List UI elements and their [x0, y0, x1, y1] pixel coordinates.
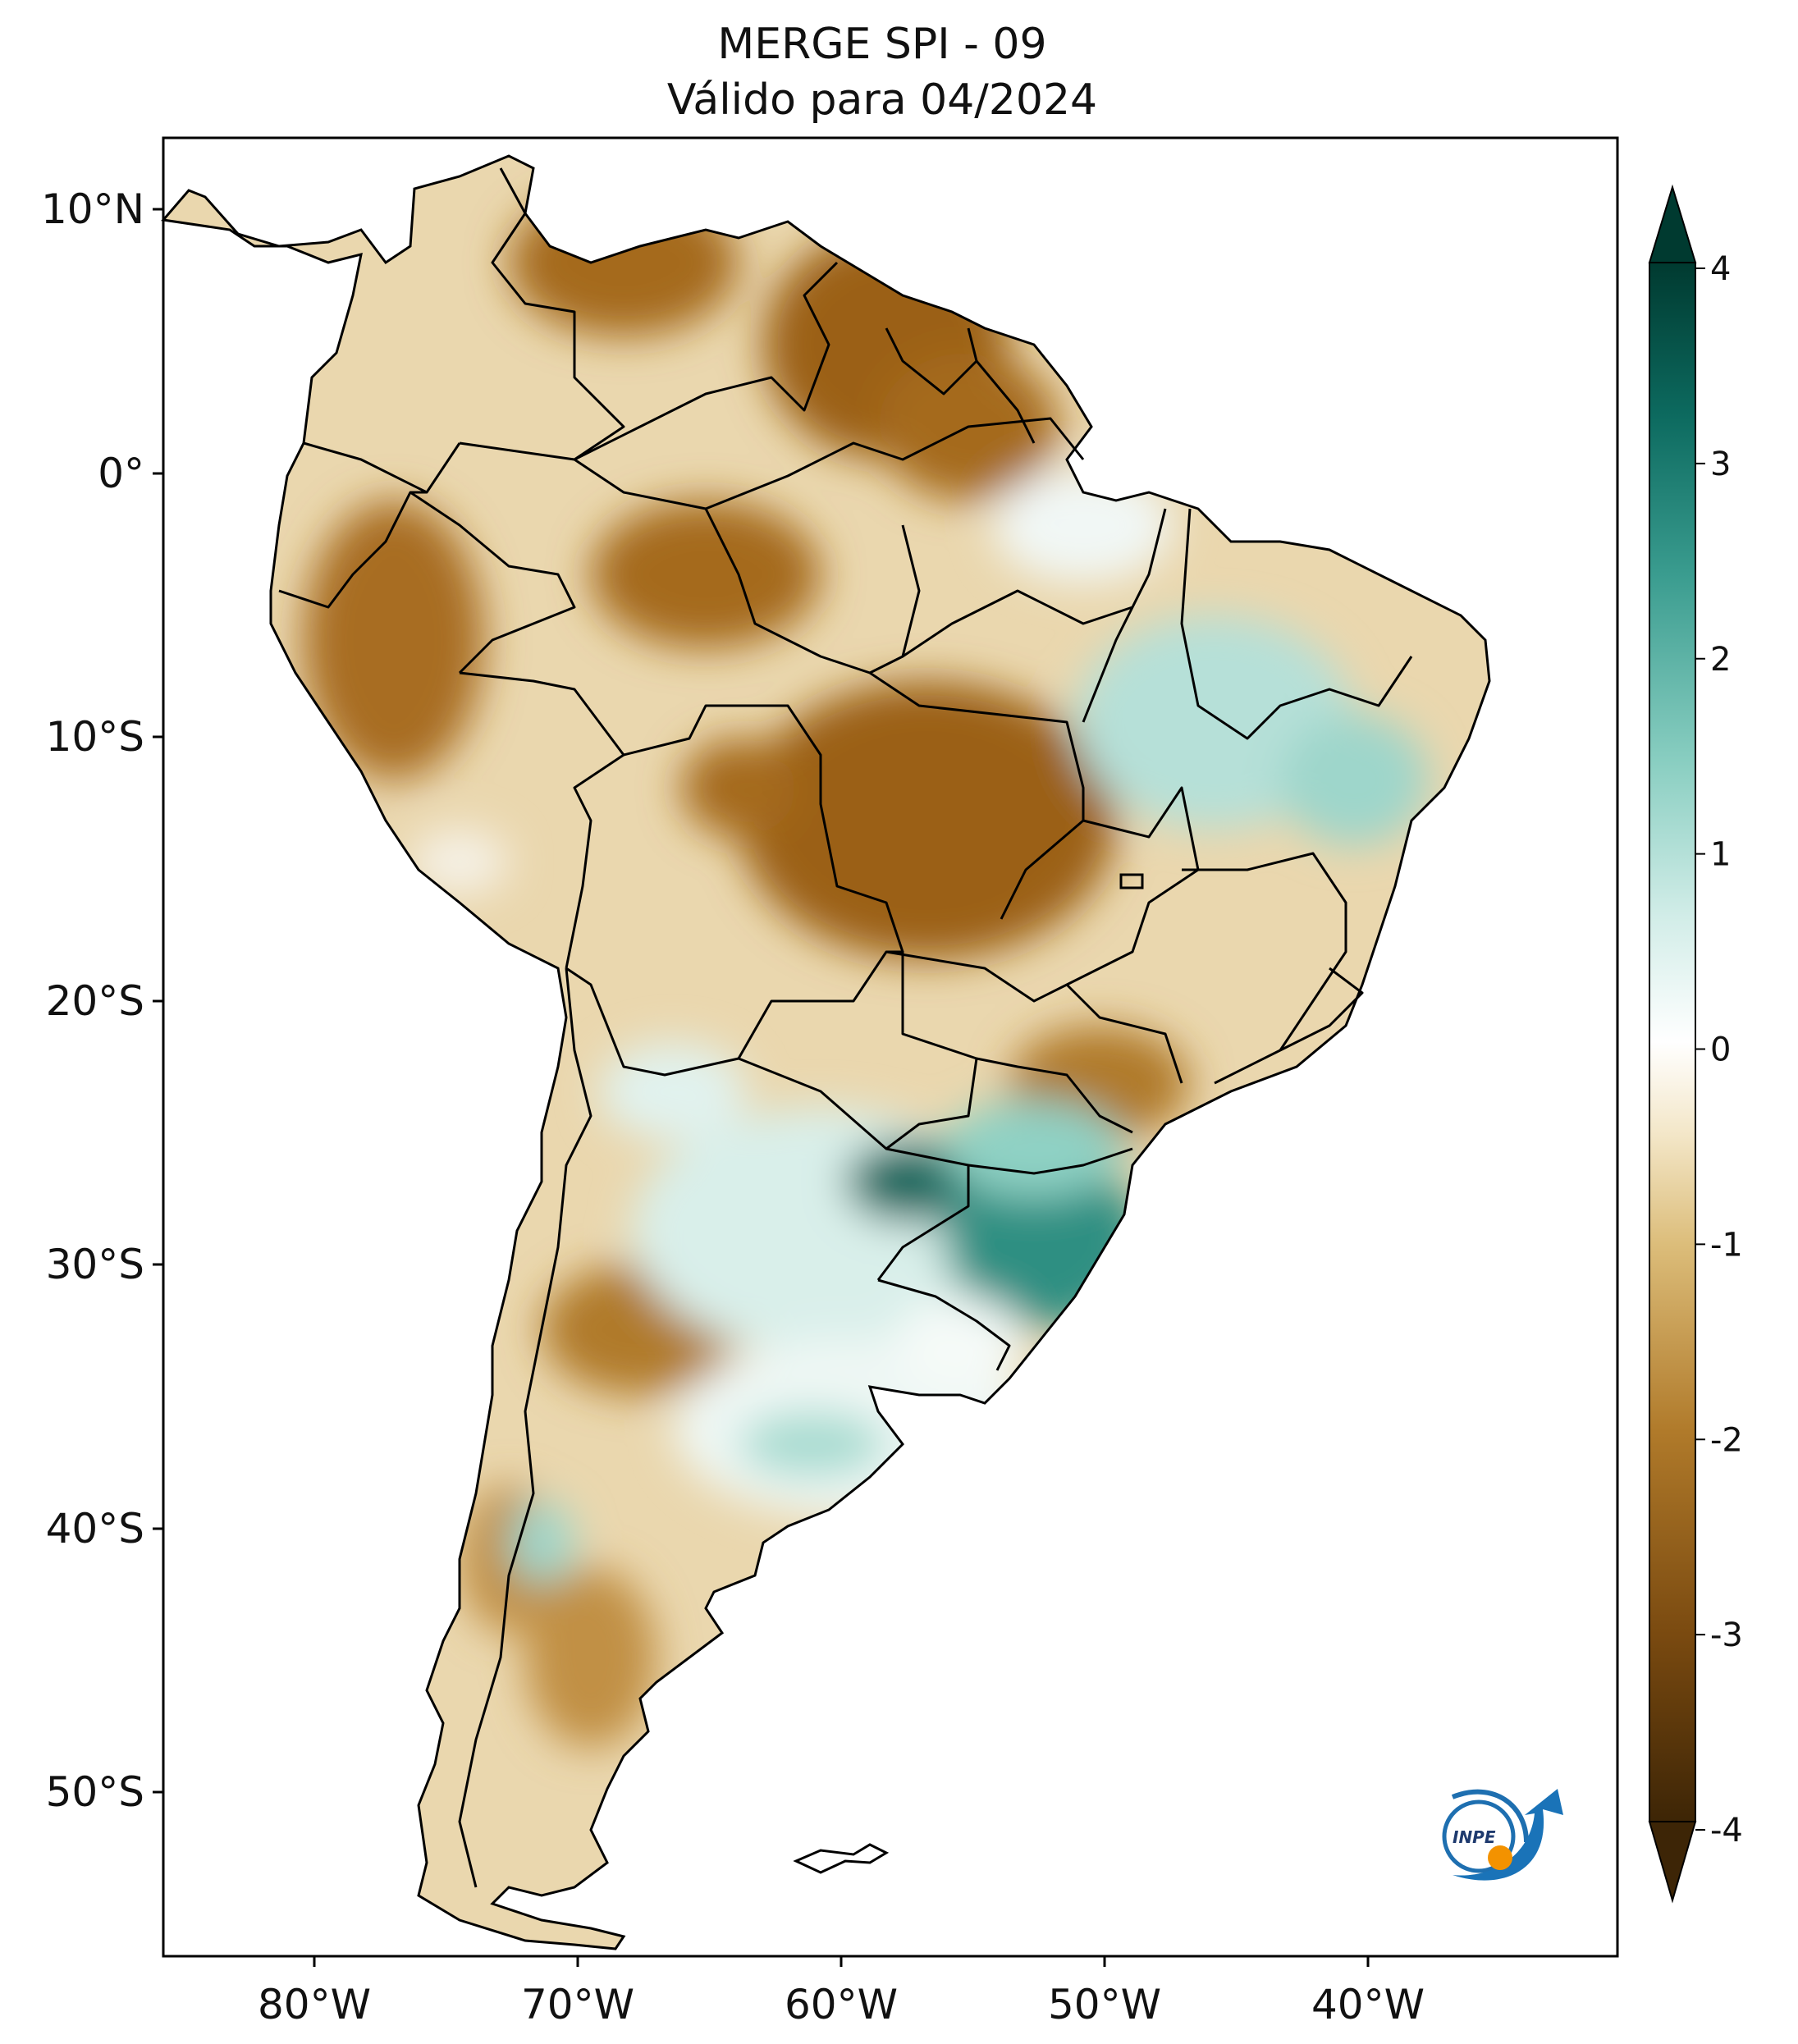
colorbar-tick-label: 4: [1710, 250, 1731, 288]
lat-tick-label: 10°S: [46, 713, 144, 761]
lon-axis: 80°W 70°W 60°W 50°W 40°W: [258, 1956, 1425, 2028]
lat-tick-label: 20°S: [46, 977, 144, 1025]
lon-tick-label: 70°W: [521, 1981, 634, 2028]
lon-tick-label: 40°W: [1311, 1981, 1425, 2028]
colorbar-tick-label: -4: [1710, 1812, 1743, 1850]
federal-district: [1119, 873, 1144, 889]
map-panel: [161, 136, 1619, 1958]
colorbar-tick-label: -3: [1710, 1616, 1743, 1654]
map-title: MERGE SPI - 09: [717, 20, 1047, 69]
colorbar: 4 3 2 1 0 -1 -2 -3 -4: [1648, 184, 1743, 1904]
coastline: [161, 154, 1491, 1950]
colorbar-tick-label: 3: [1710, 446, 1731, 483]
map-subtitle: Válido para 04/2024: [666, 75, 1098, 125]
lon-tick-label: 80°W: [258, 1981, 371, 2028]
lat-axis: 10°N 0° 10°S 20°S 30°S 40°S 50°S: [41, 185, 163, 1816]
colorbar-tick-label: 1: [1710, 836, 1731, 874]
country-borders: [278, 167, 1413, 1888]
colorbar-tick-label: -1: [1710, 1226, 1743, 1264]
lat-tick-label: 0°: [98, 450, 144, 497]
colorbar-tick-label: 2: [1710, 641, 1731, 679]
colorbar-tick-label: -2: [1710, 1421, 1743, 1459]
falkland-islands: [793, 1843, 890, 1874]
lat-tick-label: 30°S: [46, 1241, 144, 1288]
inpe-logo: INPE: [1442, 1789, 1563, 1881]
lon-tick-label: 50°W: [1048, 1981, 1161, 2028]
lon-tick-label: 60°W: [785, 1981, 898, 2028]
inpe-logo-text: INPE: [1453, 1827, 1496, 1847]
colorbar-tick-label: 0: [1710, 1031, 1731, 1069]
lat-tick-label: 10°N: [41, 185, 144, 233]
lat-tick-label: 40°S: [46, 1505, 144, 1552]
lat-tick-label: 50°S: [46, 1768, 144, 1816]
